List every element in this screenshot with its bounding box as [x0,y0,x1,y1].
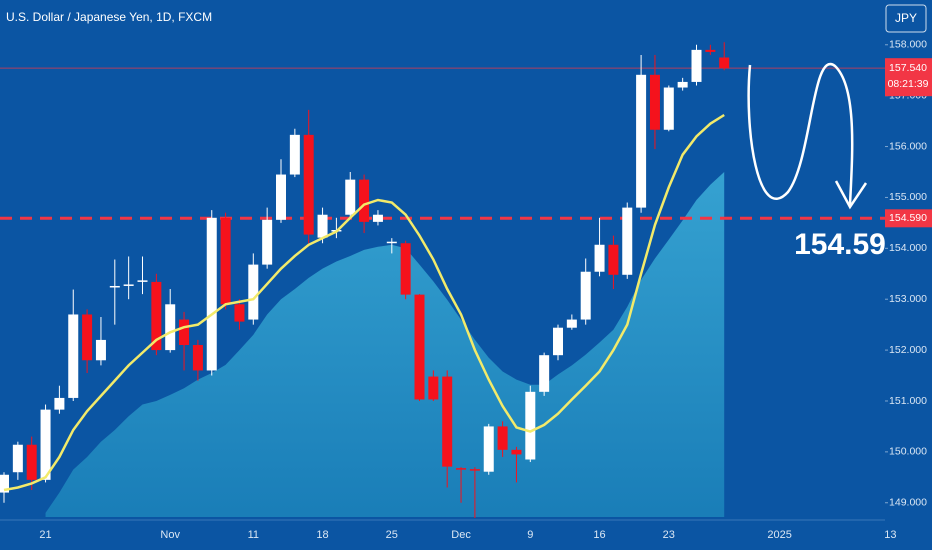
candle-body [165,304,176,351]
candle-body [54,397,65,410]
level-annotation: 154.59 [794,228,886,261]
candle-body [26,444,37,480]
candle-body [705,49,716,52]
x-tick-label: 9 [527,529,533,541]
level-badge [885,209,932,228]
countdown-label: 08:21:39 [888,78,929,90]
candle-body [289,134,300,175]
candle-body [248,264,259,320]
drawn-arrow [747,62,854,206]
candle-body [192,345,203,371]
y-tick-label: 150.000 [889,446,927,458]
candle-body [359,179,370,222]
ma-line [3,113,725,492]
y-tick-label: 152.000 [889,344,927,356]
ma-area [45,171,725,518]
candle-body [109,285,120,288]
candle-body [303,134,314,235]
y-tick-label: 153.000 [889,293,927,305]
candle-body [511,449,522,455]
candle-body [566,319,577,328]
candle-body [622,207,633,275]
candle-body [276,174,286,220]
candle-body [179,319,190,346]
y-tick-label: 151.000 [889,395,927,407]
level-badge-label: 154.590 [889,212,927,224]
candle-body [636,74,647,208]
candle-body [0,474,9,493]
y-tick-label: 154.000 [889,242,927,254]
candle-body [386,241,397,244]
x-tick-label: 13 [884,529,896,541]
last-price-badge [885,58,932,97]
candle-body [220,217,231,305]
currency-label[interactable]: JPY [895,11,917,25]
candle-body [82,314,93,361]
candle-body [539,355,550,392]
last-price-label: 157.540 [889,62,927,74]
candle-body [137,280,148,282]
candle-body [553,327,563,356]
candle-body [525,391,536,460]
candle-body [497,426,508,450]
y-tick-label: 149.000 [889,497,927,509]
y-tick-label: 156.000 [889,140,927,152]
candle-body [400,243,411,295]
x-tick-label: Dec [451,529,471,541]
candle-body [123,284,134,286]
candle-body [677,81,688,88]
plot-area [0,42,885,519]
arrow-head [834,180,868,210]
candle-body [317,214,328,238]
candle-body [691,49,702,82]
candle-body [663,87,674,130]
x-tick-label: 2025 [767,529,791,541]
candle-body [234,304,245,322]
x-tick-label: 11 [248,529,259,541]
candle-body [428,376,439,400]
currency-button[interactable] [885,4,927,33]
x-tick-label: 25 [386,529,398,541]
candle-body [95,339,106,361]
y-tick-label: 155.000 [889,191,927,203]
candle-body [580,271,591,320]
candle-body [414,294,425,400]
candle-body [594,244,605,272]
y-tick-label: 158.000 [889,39,927,51]
candle-body [719,57,730,69]
candle-body [40,409,51,480]
candle-body [345,179,356,215]
candle-body [151,281,162,351]
x-tick-label: 21 [39,529,51,541]
x-tick-label: 23 [663,529,675,541]
chart-title: U.S. Dollar / Japanese Yen, 1D, FXCM [6,10,212,24]
candle-body [608,244,619,275]
candle-body [12,444,23,473]
candle-body [483,426,494,472]
candle-body [442,376,453,467]
candle-body [469,469,480,471]
x-tick-label: Nov [160,529,180,541]
candle-body [68,314,79,398]
x-tick-label: 16 [593,529,605,541]
candle-body [262,219,273,265]
x-tick-label: 18 [316,529,328,541]
candle-body [649,74,660,130]
candle-body [372,214,383,222]
candle-body [206,217,217,371]
candle-body [456,468,467,470]
